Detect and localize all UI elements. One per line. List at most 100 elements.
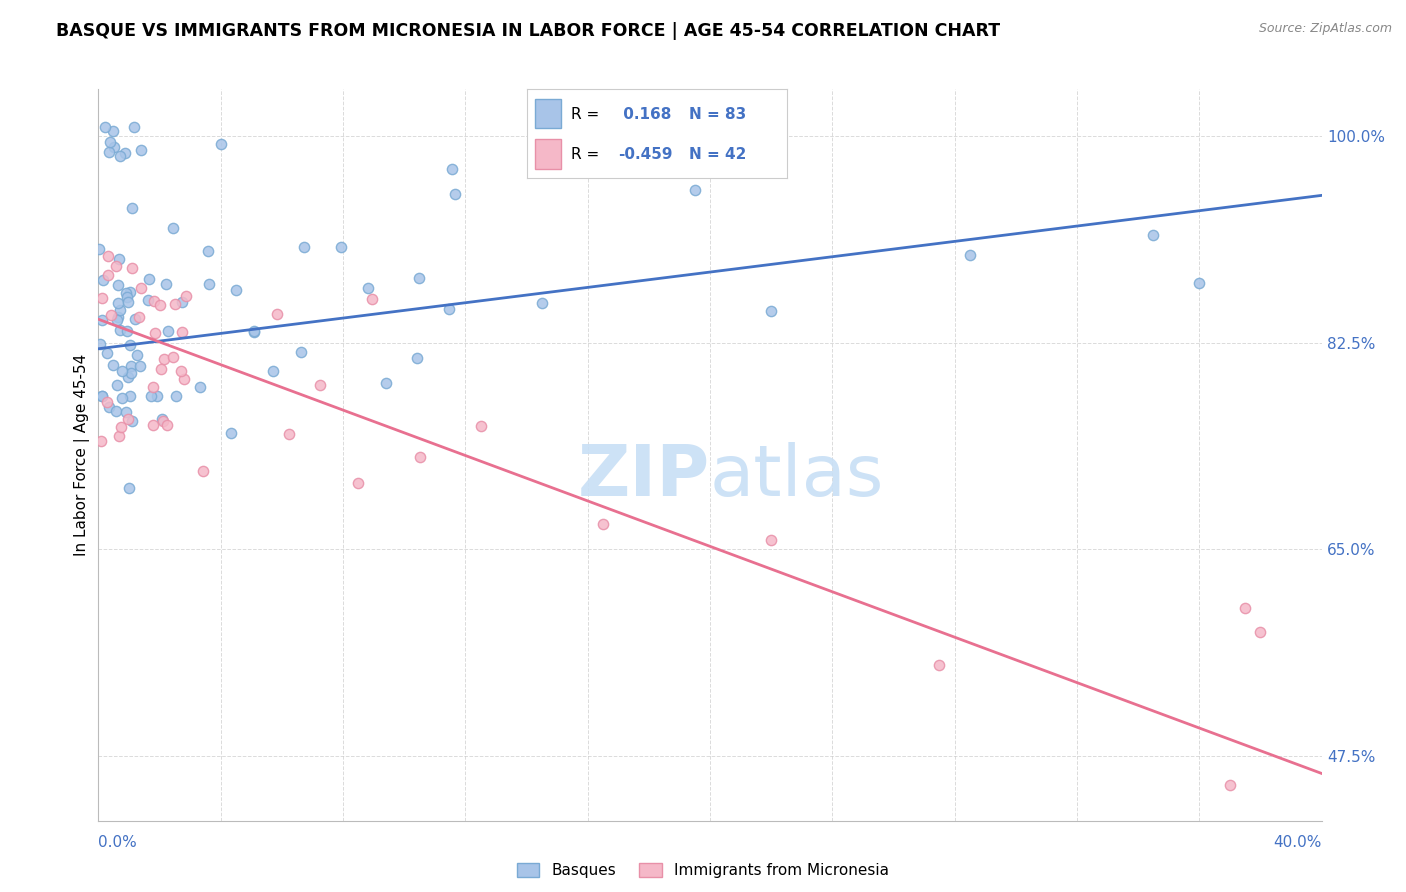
Text: R =: R =	[571, 147, 600, 161]
Point	[90, 313, 112, 327]
Point	[115, 324, 138, 338]
Point	[146, 389, 169, 403]
Point	[225, 284, 247, 298]
Point	[91, 273, 114, 287]
Point	[408, 450, 430, 464]
Point	[108, 252, 131, 267]
Point	[437, 301, 460, 316]
Point	[110, 149, 132, 163]
Point	[104, 259, 127, 273]
Point	[1142, 228, 1164, 243]
Point	[120, 366, 142, 380]
Point	[103, 358, 125, 372]
Point	[120, 389, 142, 403]
Point	[209, 136, 232, 151]
Point	[120, 359, 142, 374]
Bar	[536, 139, 561, 169]
Point	[152, 351, 174, 366]
Point	[329, 240, 352, 254]
Point	[87, 242, 110, 256]
Point	[142, 293, 165, 308]
Point	[197, 277, 219, 291]
Point	[309, 378, 332, 392]
Point	[150, 361, 173, 376]
Point	[470, 418, 492, 433]
Point	[121, 414, 143, 428]
Point	[221, 425, 243, 440]
Text: 0.0%: 0.0%	[98, 836, 138, 850]
Text: -0.459: -0.459	[619, 147, 673, 161]
Point	[107, 296, 129, 310]
Point	[121, 202, 143, 216]
Text: BASQUE VS IMMIGRANTS FROM MICRONESIA IN LABOR FORCE | AGE 45-54 CORRELATION CHAR: BASQUE VS IMMIGRANTS FROM MICRONESIA IN …	[56, 22, 1000, 40]
Point	[115, 405, 138, 419]
Point	[652, 154, 675, 169]
Point	[266, 307, 288, 321]
Point	[530, 296, 553, 310]
Point	[155, 277, 177, 291]
Point	[91, 291, 114, 305]
Point	[169, 364, 191, 378]
Point	[89, 337, 111, 351]
Point	[440, 162, 463, 177]
Point	[139, 389, 162, 403]
Point	[174, 289, 197, 303]
Point	[117, 290, 139, 304]
Point	[170, 295, 193, 310]
Point	[406, 351, 429, 366]
Point	[127, 348, 149, 362]
Point	[149, 298, 172, 312]
Point	[90, 389, 112, 403]
Point	[1234, 601, 1257, 615]
Point	[122, 120, 145, 135]
Point	[107, 313, 129, 327]
Point	[170, 326, 193, 340]
Point	[108, 302, 131, 317]
Point	[143, 326, 166, 341]
Point	[117, 294, 139, 309]
Point	[357, 281, 380, 295]
Point	[1250, 624, 1272, 639]
Point	[107, 310, 129, 324]
Point	[761, 533, 783, 548]
Point	[97, 249, 120, 263]
Point	[121, 260, 143, 275]
Point	[105, 378, 128, 392]
Point	[108, 429, 131, 443]
Point	[94, 120, 117, 135]
Point	[959, 248, 981, 262]
Point	[110, 420, 132, 434]
Text: Source: ZipAtlas.com: Source: ZipAtlas.com	[1258, 22, 1392, 36]
Point	[443, 186, 465, 201]
Point	[129, 359, 152, 374]
Point	[142, 380, 165, 394]
Point	[163, 297, 186, 311]
Point	[98, 145, 121, 159]
Point	[101, 123, 124, 137]
Point	[347, 475, 370, 490]
Point	[120, 337, 142, 351]
Point	[162, 221, 184, 235]
Point	[292, 240, 315, 254]
Point	[263, 364, 285, 378]
Point	[129, 281, 152, 295]
Point	[361, 292, 384, 306]
Point	[142, 417, 165, 432]
Point	[928, 657, 950, 672]
Point	[124, 312, 146, 326]
Text: R =: R =	[571, 107, 600, 121]
Point	[375, 376, 398, 390]
Point	[90, 434, 112, 449]
Point	[96, 346, 118, 360]
Point	[103, 140, 125, 154]
Point	[592, 516, 614, 531]
Point	[107, 278, 129, 293]
Point	[1219, 778, 1241, 792]
Point	[243, 325, 266, 339]
Point	[243, 324, 266, 338]
Text: atlas: atlas	[710, 442, 884, 511]
Text: 40.0%: 40.0%	[1274, 836, 1322, 850]
Text: N = 83: N = 83	[689, 107, 745, 121]
Point	[173, 372, 195, 386]
Point	[156, 324, 179, 338]
